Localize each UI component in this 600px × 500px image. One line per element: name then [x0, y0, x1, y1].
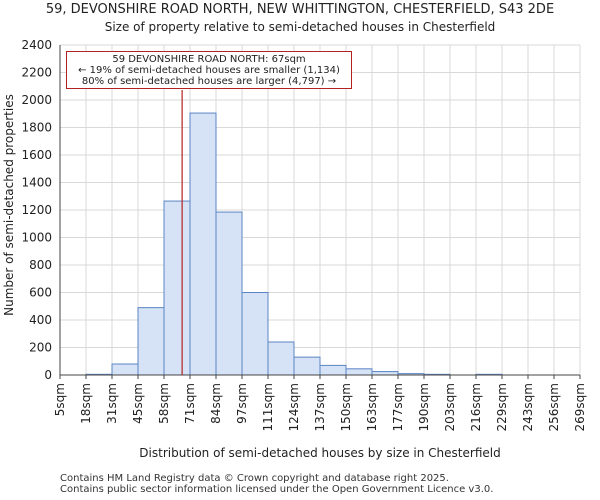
y-tick-label: 1800 — [21, 121, 52, 135]
histogram-bar — [189, 112, 217, 376]
x-ticks: 5sqm 18sqm 31sqm 45sqm 58sqm 71sqm 84sqm 97sqm 1… — [53, 375, 587, 431]
chart-title: 59, DEVONSHIRE ROAD NORTH, NEW WHITTINGT… — [45, 2, 555, 17]
y-tick-label: 1400 — [21, 176, 52, 190]
x-tick-label: 256sqm — [547, 383, 561, 431]
histogram-bar — [267, 341, 295, 376]
x-tick-label: 97sqm — [235, 383, 249, 424]
histogram-bar — [319, 364, 347, 376]
bars — [85, 112, 503, 376]
histogram-chart: 0 200 400 600 800 1000 1200 1400 1600 1800 2000 220… — [2, 38, 587, 460]
x-tick-label: 177sqm — [391, 383, 405, 431]
y-tick-label: 200 — [29, 341, 52, 355]
histogram-bar — [293, 356, 321, 376]
x-tick-label: 190sqm — [417, 383, 431, 431]
histogram-bar — [163, 200, 191, 376]
x-tick-label: 58sqm — [157, 383, 171, 424]
chart-subtitle: Size of property relative to semi-detach… — [104, 20, 496, 34]
y-ticks: 0 200 400 600 800 1000 1200 1400 1600 1800 2000 220… — [21, 38, 52, 382]
y-axis-label: Number of semi-detached properties — [2, 94, 16, 316]
x-tick-label: 216sqm — [469, 383, 483, 431]
y-tick-label: 2200 — [21, 66, 52, 80]
y-tick-label: 1000 — [21, 231, 52, 245]
x-tick-label: 269sqm — [573, 383, 587, 431]
x-tick-label: 203sqm — [443, 383, 457, 431]
y-tick-label: 1600 — [21, 148, 52, 162]
annotation-box: 59 DEVONSHIRE ROAD NORTH: 67sqm ← 19% of… — [66, 51, 352, 89]
x-tick-label: 5sqm — [53, 383, 67, 416]
histogram-bar — [241, 292, 269, 376]
x-tick-label: 45sqm — [131, 383, 145, 424]
y-tick-label: 2000 — [21, 93, 52, 107]
y-tick-label: 400 — [29, 313, 52, 327]
footer-line-2: Contains public sector information licen… — [60, 484, 494, 495]
y-tick-label: 0 — [44, 368, 52, 382]
x-tick-label: 71sqm — [183, 383, 197, 424]
x-tick-label: 18sqm — [79, 383, 93, 424]
y-tick-label: 800 — [29, 258, 52, 272]
x-tick-label: 229sqm — [495, 383, 509, 431]
annotation-line-1: 59 DEVONSHIRE ROAD NORTH: 67sqm — [112, 54, 306, 65]
histogram-bar — [345, 368, 373, 376]
annotation-line-2: ← 19% of semi-detached houses are smalle… — [78, 65, 340, 76]
y-tick-label: 1200 — [21, 203, 52, 217]
x-tick-label: 124sqm — [287, 383, 301, 431]
x-tick-label: 137sqm — [313, 383, 327, 431]
histogram-bar — [371, 371, 399, 376]
y-tick-label: 2400 — [21, 38, 52, 52]
x-tick-label: 111sqm — [261, 383, 275, 431]
histogram-bar — [137, 307, 165, 376]
annotation-line-3: 80% of semi-detached houses are larger (… — [81, 76, 337, 87]
x-tick-label: 84sqm — [209, 383, 223, 424]
x-tick-label: 163sqm — [365, 383, 379, 431]
x-axis-label: Distribution of semi-detached houses by … — [139, 446, 500, 460]
x-tick-label: 150sqm — [339, 383, 353, 431]
x-tick-label: 31sqm — [105, 383, 119, 424]
footer-line-1: Contains HM Land Registry data © Crown c… — [60, 473, 449, 484]
x-tick-label: 243sqm — [521, 383, 535, 431]
y-tick-label: 600 — [29, 286, 52, 300]
footer: Contains HM Land Registry data © Crown c… — [60, 473, 493, 495]
histogram-bar — [215, 211, 243, 376]
histogram-bar — [111, 363, 139, 376]
